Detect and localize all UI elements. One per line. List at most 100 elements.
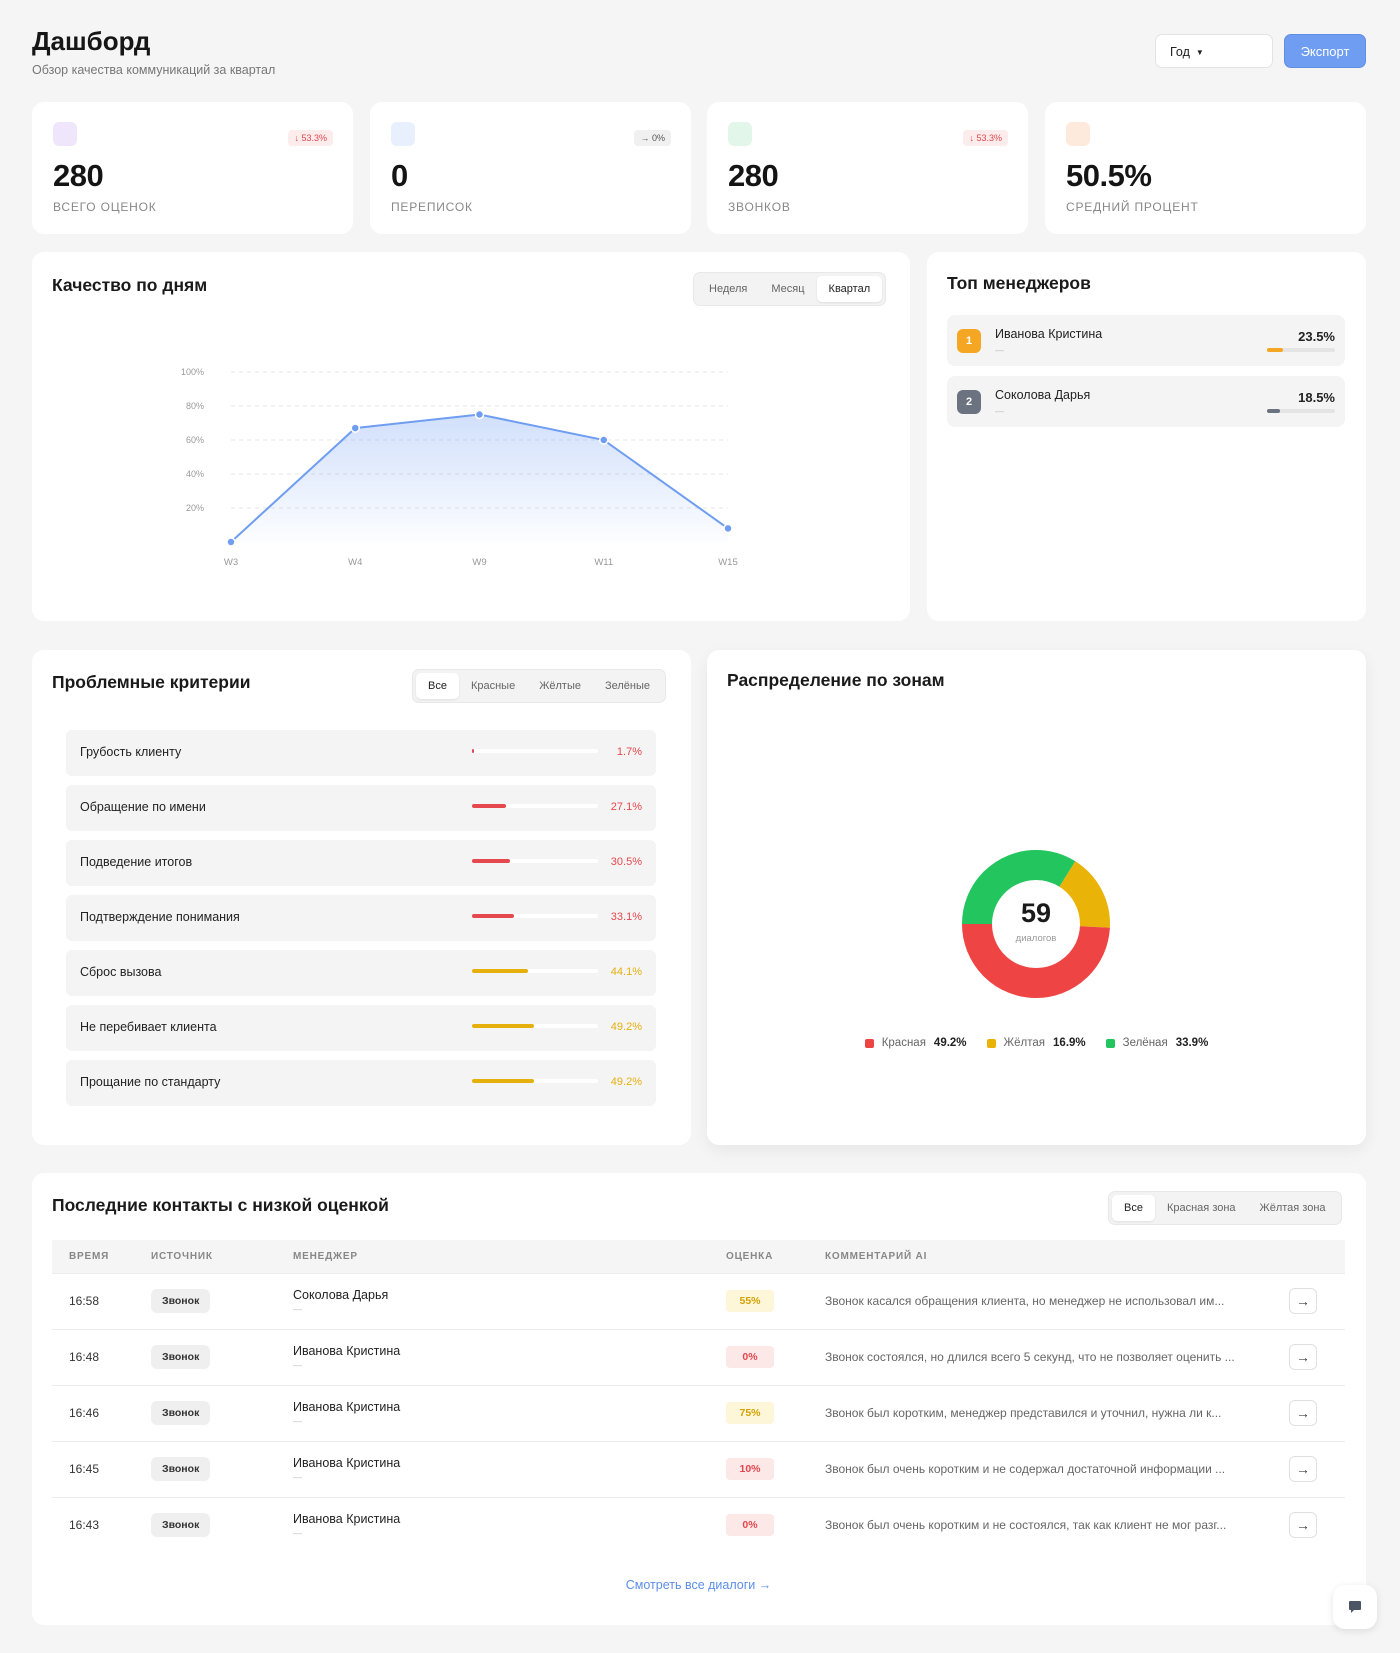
manager-progress-fill: [1267, 348, 1283, 352]
tab-all-zones[interactable]: Все: [1112, 1195, 1155, 1221]
arrow-right-icon[interactable]: →: [1289, 1400, 1317, 1426]
legend-value: 49.2%: [933, 1037, 967, 1049]
contacts-title: Последние контакты с низкой оценкой: [52, 1195, 389, 1215]
tab-red-zone[interactable]: Красная зона: [1166, 1202, 1236, 1214]
stat-icon-calls: [728, 122, 752, 146]
period-select[interactable]: Год ▼: [1155, 34, 1273, 68]
criterion-row[interactable]: Обращение по имени 27.1%: [66, 785, 656, 831]
criterion-row[interactable]: Подведение итогов 30.5%: [66, 840, 656, 886]
stat-label: ЗВОНКОВ: [728, 200, 791, 214]
data-point[interactable]: [599, 435, 609, 445]
legend-label: Зелёная: [1122, 1037, 1168, 1049]
column-header-source: ИСТОЧНИК: [151, 1240, 293, 1273]
row-score-cell: 0%: [726, 1328, 825, 1385]
criterion-bar-fill: [472, 969, 528, 973]
problem-criteria-card: Проблемные критерии Все Красные Жёлтые З…: [32, 650, 691, 1145]
arrow-right-icon[interactable]: →: [1289, 1456, 1317, 1482]
table-row[interactable]: 16:58 Звонок Соколова Дарья — 55% Звонок …: [52, 1272, 1345, 1329]
row-manager-name: Соколова Дарья: [293, 1288, 389, 1302]
y-tick-label: 100%: [181, 367, 204, 377]
tab-quarter[interactable]: Квартал: [816, 276, 883, 302]
data-point[interactable]: [350, 423, 360, 433]
stat-value: 50.5%: [1066, 158, 1152, 193]
criterion-bar: [472, 914, 598, 918]
criterion-row[interactable]: Не перебивает клиента 49.2%: [66, 1005, 656, 1051]
row-action-cell: →: [1289, 1328, 1345, 1385]
tab-month[interactable]: Месяц: [771, 283, 805, 295]
data-point[interactable]: [474, 409, 485, 420]
criterion-row[interactable]: Прощание по стандарту 49.2%: [66, 1060, 656, 1106]
export-button[interactable]: Экспорт: [1284, 34, 1366, 68]
y-tick-label: 40%: [186, 469, 204, 479]
table-header-row: ВРЕМЯ ИСТОЧНИК МЕНЕДЖЕР ОЦЕНКА КОММЕНТАР…: [52, 1240, 1345, 1273]
row-time: 16:45: [52, 1440, 151, 1497]
tab-red[interactable]: Красные: [470, 680, 516, 692]
arrow-right-icon[interactable]: →: [1289, 1288, 1317, 1314]
row-manager-sub: —: [293, 1416, 302, 1426]
stat-label: ВСЕГО ОЦЕНОК: [53, 200, 157, 214]
row-score-cell: 55%: [726, 1272, 825, 1329]
tab-week[interactable]: Неделя: [709, 283, 748, 295]
donut-slice[interactable]: [962, 850, 1110, 998]
page-header: Дашборд Обзор качества коммуникаций за к…: [32, 26, 275, 77]
view-all-dialogs-link[interactable]: Смотреть все диалоги →: [625, 1578, 772, 1592]
criterion-bar: [472, 749, 598, 753]
legend-item-red: Красная 49.2%: [864, 1037, 967, 1049]
x-tick-label: W4: [348, 557, 362, 568]
contacts-table: ВРЕМЯ ИСТОЧНИК МЕНЕДЖЕР ОЦЕНКА КОММЕНТАР…: [52, 1240, 1345, 1553]
data-point[interactable]: [226, 537, 236, 547]
score-chip: 0%: [726, 1346, 774, 1368]
criterion-bar: [472, 1079, 598, 1083]
row-time: 16:48: [52, 1328, 151, 1385]
manager-name: Иванова Кристина: [995, 327, 1103, 341]
criterion-name: Не перебивает клиента: [80, 1020, 217, 1034]
stat-label: ПЕРЕПИСОК: [391, 200, 473, 214]
row-manager-cell: Иванова Кристина —: [293, 1384, 726, 1441]
criterion-row[interactable]: Грубость клиенту 1.7%: [66, 730, 656, 776]
manager-name: Соколова Дарья: [995, 388, 1091, 402]
table-row[interactable]: 16:43 Звонок Иванова Кристина — 0% Звонок…: [52, 1496, 1345, 1553]
table-row[interactable]: 16:48 Звонок Иванова Кристина — 0% Звонок…: [52, 1328, 1345, 1385]
stat-icon-chats: [391, 122, 415, 146]
arrow-right-icon[interactable]: →: [1289, 1512, 1317, 1539]
table-row[interactable]: 16:46 Звонок Иванова Кристина — 75% Звоно…: [52, 1384, 1345, 1441]
score-chip: 75%: [726, 1402, 774, 1424]
criteria-title: Проблемные критерии: [52, 672, 251, 692]
top-managers-title: Топ менеджеров: [947, 273, 1091, 293]
tab-yellow[interactable]: Жёлтые: [539, 680, 581, 692]
row-comment: Звонок состоялся, но длился всего 5 секу…: [825, 1350, 1235, 1364]
page-title: Дашборд: [32, 26, 151, 56]
manager-percent: 23.5%: [1298, 329, 1335, 344]
y-tick-label: 80%: [186, 401, 204, 411]
stat-card-total: ↓ 53.3% 280 ВСЕГО ОЦЕНОК: [32, 102, 353, 234]
row-comment-cell: Звонок был коротким, менеджер представил…: [825, 1384, 1289, 1441]
row-time: 16:43: [52, 1496, 151, 1553]
row-source-cell: Звонок: [151, 1496, 293, 1553]
criterion-percent: 44.1%: [610, 966, 642, 978]
row-manager-cell: Иванова Кристина —: [293, 1328, 726, 1385]
manager-progress: [1267, 409, 1335, 413]
manager-row[interactable]: 2 Соколова Дарья — 18.5%: [947, 376, 1345, 427]
score-chip: 55%: [726, 1290, 774, 1312]
criterion-bar-fill: [472, 804, 507, 808]
quality-period-tabs: Неделя Месяц Квартал: [693, 272, 887, 306]
chat-button[interactable]: [1333, 1585, 1377, 1629]
rank-badge: 1: [957, 329, 981, 353]
tab-green[interactable]: Зелёные: [604, 680, 651, 692]
tab-yellow-zone[interactable]: Жёлтая зона: [1259, 1202, 1326, 1214]
data-point[interactable]: [723, 523, 733, 534]
tab-all[interactable]: Все: [416, 673, 459, 699]
contacts-filter-tabs: Все Красная зона Жёлтая зона: [1108, 1191, 1342, 1225]
manager-row[interactable]: 1 Иванова Кристина — 23.5%: [947, 315, 1345, 366]
criterion-row[interactable]: Подтверждение понимания 33.1%: [66, 895, 656, 941]
row-score-cell: 75%: [726, 1384, 825, 1441]
donut-slice[interactable]: [962, 850, 1110, 998]
criterion-row[interactable]: Сброс вызова 44.1%: [66, 950, 656, 996]
column-header-score: ОЦЕНКА: [726, 1240, 825, 1273]
row-manager-sub: —: [293, 1304, 302, 1314]
stat-label: СРЕДНИЙ ПРОЦЕНТ: [1066, 200, 1199, 214]
arrow-right-icon[interactable]: →: [1289, 1344, 1317, 1370]
row-time: 16:58: [52, 1272, 151, 1329]
table-row[interactable]: 16:45 Звонок Иванова Кристина — 10% Звоно…: [52, 1440, 1345, 1497]
row-manager-cell: Иванова Кристина —: [293, 1496, 726, 1553]
